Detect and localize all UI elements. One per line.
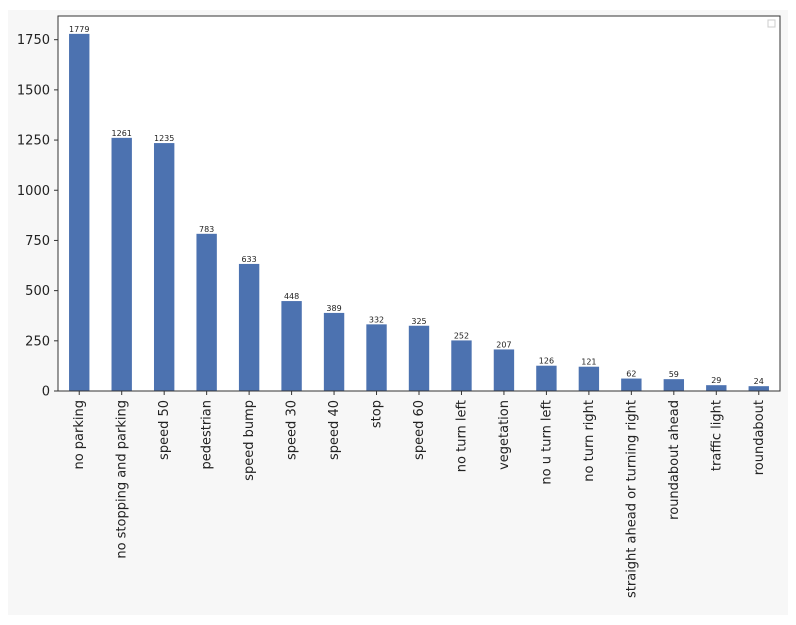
y-tick-label: 1750 xyxy=(17,33,50,48)
bar xyxy=(451,340,472,391)
x-tick-label: speed 60 xyxy=(412,400,427,460)
bars-group xyxy=(69,33,769,392)
bar-value-label: 332 xyxy=(369,315,384,324)
chart-figure: 1779 1261 1235 783 633 448 389 332 325 252 207 126 1… xyxy=(8,10,788,615)
y-tick-label: 1000 xyxy=(17,184,50,199)
x-tick-label: speed 40 xyxy=(327,400,342,460)
bar xyxy=(663,379,685,391)
bar xyxy=(706,385,727,391)
bar xyxy=(111,137,132,391)
bar xyxy=(536,365,557,391)
x-axis: no parking no stopping and parking speed 5… xyxy=(72,391,767,598)
y-tick-label: 250 xyxy=(25,334,50,349)
bar-value-label: 1235 xyxy=(154,134,174,143)
bar xyxy=(578,366,600,391)
bar-value-label: 121 xyxy=(581,358,596,367)
x-tick-label: straight ahead or turning right xyxy=(624,400,639,598)
bar-value-label: 62 xyxy=(626,370,636,379)
bar-value-label: 252 xyxy=(454,331,469,340)
y-tick-label: 500 xyxy=(25,284,50,299)
bar-value-label: 783 xyxy=(199,225,214,234)
bar xyxy=(621,378,642,391)
bar-value-label: 325 xyxy=(411,317,426,326)
x-tick-label: no turn left xyxy=(454,400,469,472)
x-tick-label: no turn right xyxy=(582,400,597,482)
x-tick-label: vegetation xyxy=(497,400,512,470)
bar-value-label: 59 xyxy=(669,370,679,379)
y-tick-label: 1250 xyxy=(17,134,50,149)
x-tick-label: no u turn left xyxy=(539,400,554,485)
x-tick-label: roundabout ahead xyxy=(667,400,682,520)
x-tick-label: no parking xyxy=(72,400,87,470)
bar xyxy=(196,233,217,391)
bar-value-label: 389 xyxy=(326,304,341,313)
bar-chart: 1779 1261 1235 783 633 448 389 332 325 252 207 126 1… xyxy=(17,15,781,598)
bar xyxy=(153,143,175,391)
bar xyxy=(408,325,430,391)
bar xyxy=(748,386,769,391)
x-tick-label: no stopping and parking xyxy=(115,400,130,559)
y-axis: 0 250 500 750 1000 1250 1500 1750 xyxy=(17,33,58,400)
x-tick-label: stop xyxy=(370,400,385,428)
x-tick-label: pedestrian xyxy=(200,400,215,470)
bar-value-label: 24 xyxy=(754,377,764,386)
plot-frame xyxy=(57,15,781,392)
bar-value-label: 126 xyxy=(539,357,554,366)
bar-value-label: 1779 xyxy=(69,25,89,34)
bar xyxy=(493,349,515,391)
bar xyxy=(69,33,90,392)
legend-box xyxy=(767,19,776,28)
x-tick-label: traffic light xyxy=(709,400,724,471)
bar-value-label: 633 xyxy=(241,255,256,264)
x-tick-label: speed 50 xyxy=(157,400,172,460)
bar xyxy=(323,312,345,391)
bar xyxy=(281,301,302,391)
bar xyxy=(238,263,260,391)
bar-value-label: 207 xyxy=(496,340,511,349)
x-tick-label: speed 30 xyxy=(285,400,300,460)
bar-value-label: 448 xyxy=(284,292,299,301)
x-tick-label: speed bump xyxy=(242,400,257,481)
bar xyxy=(366,324,387,391)
value-labels-group: 1779 1261 1235 783 633 448 389 332 325 252 207 126 1… xyxy=(69,25,764,386)
y-tick-label: 750 xyxy=(25,234,50,249)
y-tick-label: 1500 xyxy=(17,83,50,98)
x-tick-label: roundabout xyxy=(752,400,767,475)
bar-value-label: 29 xyxy=(711,376,721,385)
bar-value-label: 1261 xyxy=(112,129,132,138)
y-tick-label: 0 xyxy=(42,385,50,400)
